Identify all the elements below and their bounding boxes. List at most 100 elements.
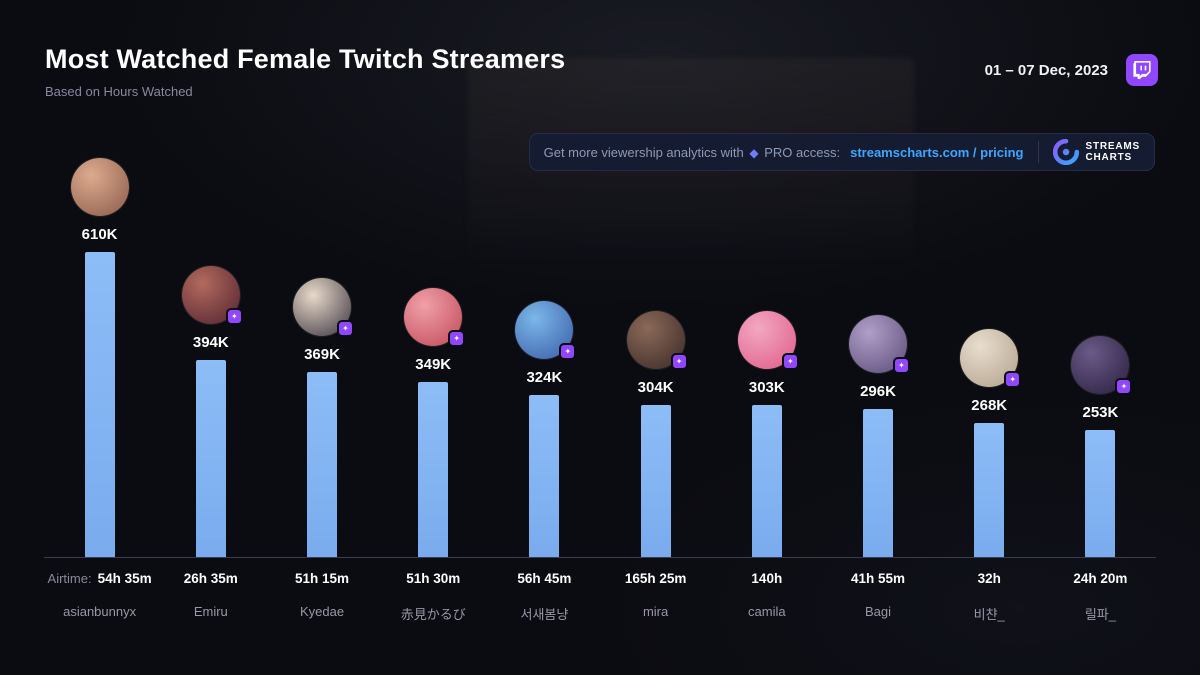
promo-divider [1037, 141, 1039, 163]
streamer-meta-column: Airtime: 32h 비챤_ [934, 558, 1045, 623]
bar [640, 405, 671, 557]
streamer-meta-column: Airtime: 41h 55m Bagi [822, 558, 933, 623]
chart-meta-columns: Airtime: 54h 35m asianbunnyx Airtime: 26… [44, 558, 1156, 623]
streamer-avatar: ✦ [1071, 336, 1133, 395]
airtime-value: 51h 15m [294, 571, 350, 586]
streamer-avatar: ✦ [960, 329, 1022, 388]
streamer-name: camila [748, 604, 786, 619]
bar-stack: ✦ 369K [293, 147, 354, 557]
streamer-meta-column: Airtime: 140h camila [711, 558, 822, 623]
chart-baseline [44, 557, 1156, 558]
streamer-avatar: ✦ [293, 278, 354, 337]
bar [974, 423, 1005, 557]
airtime-value: 54h 35m [97, 571, 152, 586]
airtime-value: 24h 20m [1073, 571, 1128, 586]
chart-columns: ✦ 610K ✦ 394K ✦ 369K ✦ 349K [44, 147, 1156, 557]
airtime-value: 41h 55m [851, 571, 906, 586]
streamer-name: 赤見かるび [400, 607, 466, 622]
airtime-row: Airtime: 24h 20m [1073, 571, 1127, 587]
streamer-name: 비챤_ [973, 607, 1005, 622]
hours-watched-value: 268K [971, 397, 1008, 414]
bar-stack: ✦ 304K [626, 147, 688, 557]
streamer-meta-column: Airtime: 165h 25m mira [600, 558, 711, 623]
hours-watched-value: 610K [81, 226, 118, 243]
bar [307, 372, 337, 557]
streamer-meta-column: Airtime: 26h 35m Emiru [155, 558, 266, 623]
streamer-avatar: ✦ [181, 266, 243, 325]
bar-stack: ✦ 303K [737, 147, 799, 557]
page-title: Most Watched Female Twitch Streamers [45, 44, 566, 74]
streamer-meta-column: Airtime: 51h 15m Kyedae [266, 558, 377, 623]
bar [529, 395, 560, 557]
hours-watched-value: 369K [304, 346, 340, 363]
bar [195, 360, 226, 557]
bar-chart: ✦ 610K ✦ 394K ✦ 369K ✦ 349K [44, 147, 1156, 623]
streamer-meta-column: Airtime: 51h 30m 赤見かるび [378, 558, 489, 623]
date-range: 01 – 07 Dec, 2023 [984, 61, 1108, 79]
airtime-row: Airtime: 41h 55m [851, 571, 905, 587]
promo-text: Get more viewership analytics with ◆ PRO… [544, 145, 840, 160]
streamer-avatar: ✦ [737, 311, 799, 370]
vtuber-badge-icon: ✦ [1004, 371, 1022, 388]
brand-text: STREAMS CHARTS [1086, 141, 1141, 164]
date-range-block: 01 – 07 Dec, 2023 [985, 54, 1158, 86]
vtuber-badge-icon: ✦ [337, 320, 354, 337]
hours-watched-value: 303K [748, 379, 785, 396]
streamer-avatar: ✦ [626, 311, 688, 370]
streamer-name: Emiru [193, 604, 228, 619]
streamer-name: asianbunnyx [63, 604, 137, 619]
streams-charts-brand: STREAMS CHARTS [1052, 139, 1141, 165]
bar [751, 405, 782, 557]
hours-watched-value: 296K [860, 383, 896, 400]
vtuber-badge-icon: ✦ [559, 343, 577, 360]
airtime-value: 56h 45m [517, 571, 572, 586]
brand-line-1: STREAMS [1085, 140, 1140, 152]
hours-watched-value: 349K [415, 356, 452, 373]
streamer-meta-column: Airtime: 24h 20m 릴파_ [1045, 558, 1156, 623]
streams-charts-logo-icon [1052, 139, 1079, 165]
brand-line-2: CHARTS [1085, 152, 1132, 163]
bar [84, 252, 115, 557]
streamer-name: mira [642, 604, 669, 619]
bar [863, 409, 894, 557]
vtuber-badge-icon: ✦ [1115, 378, 1133, 395]
bar [418, 382, 449, 557]
bar-stack: ✦ 349K [404, 147, 466, 557]
vtuber-badge-icon: ✦ [448, 330, 466, 347]
hours-watched-value: 324K [526, 369, 563, 386]
streamer-avatar: ✦ [70, 158, 129, 216]
streamer-column: ✦ 253K [1045, 147, 1156, 557]
airtime-row: Airtime: 32h [978, 571, 1001, 587]
promo-banner: Get more viewership analytics with ◆ PRO… [528, 133, 1155, 171]
streamer-column: ✦ 610K [44, 147, 155, 557]
pricing-link[interactable]: streamscharts.com / pricing [850, 144, 1024, 160]
streamer-avatar: ✦ [849, 315, 911, 374]
streamer-name: Kyedae [299, 604, 345, 619]
airtime-value: 140h [751, 571, 783, 586]
hours-watched-value: 253K [1082, 404, 1119, 421]
airtime-value: 32h [977, 571, 1001, 586]
page-subtitle: Based on Hours Watched [45, 84, 193, 99]
promo-text-prefix: Get more viewership analytics with [543, 144, 744, 160]
streamer-name: 서새봄냥 [520, 607, 569, 622]
streamer-name: Bagi [865, 604, 892, 619]
airtime-value: 26h 35m [183, 571, 238, 586]
bar-stack: ✦ 324K [515, 147, 577, 557]
bar-stack: ✦ 253K [1071, 147, 1133, 557]
bar-stack: ✦ 394K [181, 147, 243, 557]
airtime-row: Airtime: 54h 35m [48, 571, 152, 587]
airtime-label: Airtime: [47, 571, 92, 586]
vtuber-badge-icon: ✦ [670, 353, 688, 370]
airtime-row: Airtime: 165h 25m [625, 571, 687, 587]
streamer-avatar: ✦ [515, 301, 577, 360]
streamer-column: ✦ 394K [155, 147, 266, 557]
twitch-logo-icon [1126, 54, 1158, 86]
bar-stack: ✦ 296K [849, 147, 911, 557]
vtuber-badge-icon: ✦ [781, 353, 799, 370]
airtime-row: Airtime: 140h [751, 571, 782, 587]
airtime-value: 165h 25m [624, 571, 687, 586]
airtime-row: Airtime: 56h 45m [517, 571, 571, 587]
airtime-row: Airtime: 51h 15m [295, 571, 349, 587]
streamer-meta-column: Airtime: 54h 35m asianbunnyx [44, 558, 155, 623]
